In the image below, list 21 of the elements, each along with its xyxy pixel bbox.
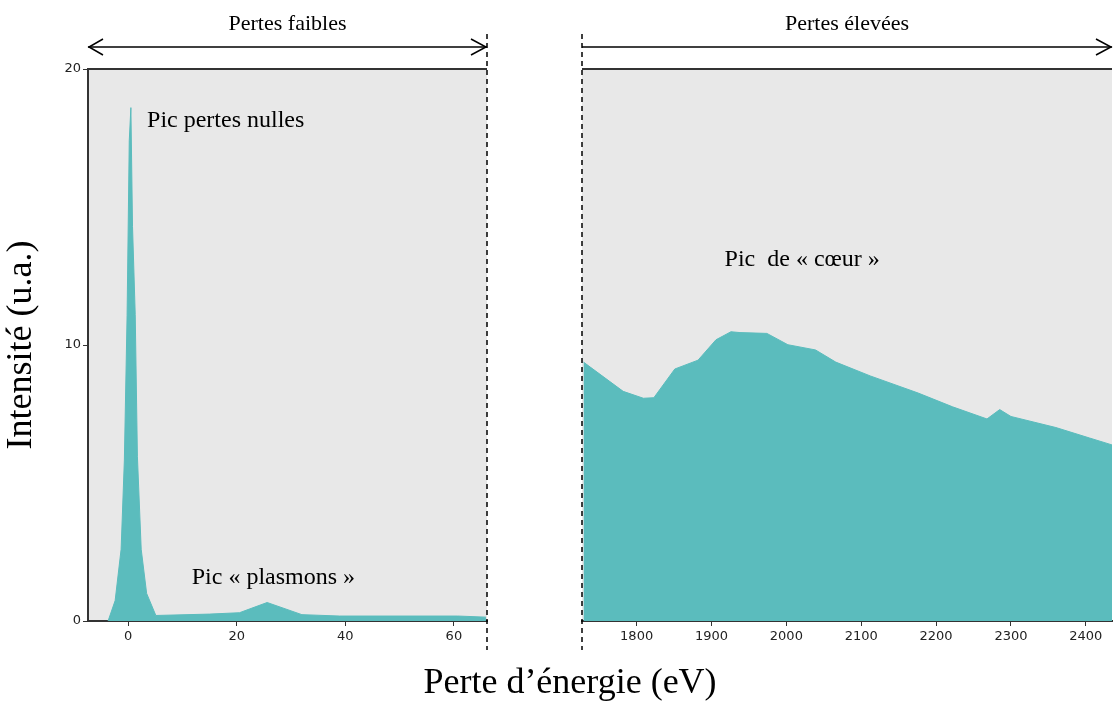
chart-title: Pertes élevées [785,9,909,35]
x-tick-label: 20 [228,628,246,644]
x-tick-label: 1800 [620,628,654,644]
y-tick-label: 20 [64,60,81,76]
chart-title: Pertes faibles [228,9,347,35]
y-axis-title: Intensité (u.a.) [0,240,40,450]
x-tick-label: 2400 [1069,628,1103,644]
x-tick-label: 2300 [994,628,1028,644]
x-tick-label: 40 [337,628,354,644]
annotation: Pic pertes nulles [147,106,305,133]
x-tick-label: 2200 [919,628,953,644]
y-tick-label: 0 [72,612,81,628]
x-tick-label: 1900 [694,628,729,644]
x-tick-label: 2000 [769,628,803,644]
annotation: Pic « plasmons » [191,563,356,590]
annotation: Pic de « cœur » [724,245,880,272]
x-tick-label: 0 [124,628,133,644]
x-tick-label: 60 [445,628,463,644]
x-tick-label: 2100 [844,628,878,644]
y-tick-label: 10 [64,336,81,352]
x-axis-title: Perte d’énergie (eV) [422,660,718,702]
